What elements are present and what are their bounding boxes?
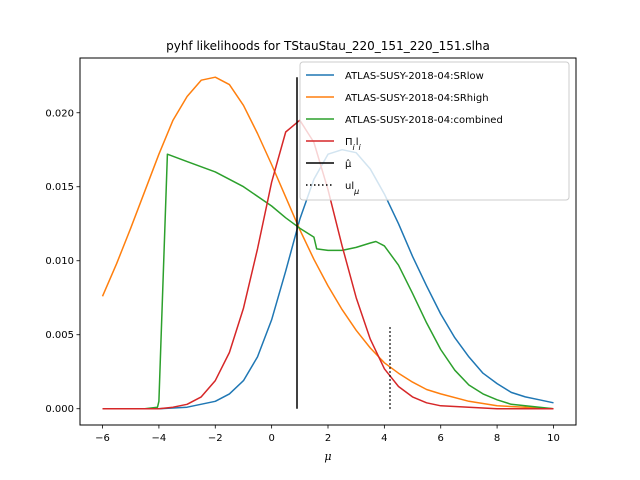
y-tick-label: 0.020: [45, 108, 74, 119]
vline-layer: [296, 77, 391, 409]
legend-label-2: ATLAS-SUSY-2018-04:combined: [345, 115, 503, 126]
legend-label-1: ATLAS-SUSY-2018-04:SRhigh: [345, 93, 489, 104]
x-tick-label: 2: [325, 433, 331, 444]
legend-box: [299, 61, 570, 201]
series-line-2: [102, 153, 554, 410]
legend: ATLAS-SUSY-2018-04:SRlow ATLAS-SUSY-2018-…: [299, 61, 570, 201]
y-tick-label: 0.010: [45, 256, 74, 267]
x-tick-label: −4: [152, 433, 167, 444]
y-tick-label: 0.015: [45, 182, 74, 193]
y-axis: 0.000 0.005 0.010 0.015 0.020: [45, 108, 80, 415]
x-axis: −6 −4 −2 0 2 4 6 8 10: [95, 425, 560, 444]
x-axis-label: μ: [324, 450, 331, 463]
x-tick-label: −2: [208, 433, 223, 444]
y-tick-label: 0.000: [45, 404, 74, 415]
legend-label-4: μ̂: [345, 158, 352, 170]
x-tick-label: 10: [547, 433, 560, 444]
x-tick-label: 4: [381, 433, 387, 444]
series-line-1: [101, 76, 554, 410]
x-tick-label: 6: [438, 433, 444, 444]
legend-label-5: ulμ: [345, 181, 359, 196]
chart-title: pyhf likelihoods for TStauStau_220_151_2…: [166, 39, 490, 53]
x-tick-label: 8: [494, 433, 500, 444]
legend-label-0: ATLAS-SUSY-2018-04:SRlow: [345, 71, 484, 82]
legend-label-3: Πili: [345, 137, 362, 152]
x-tick-label: 0: [268, 433, 274, 444]
y-tick-label: 0.005: [45, 330, 74, 341]
x-tick-label: −6: [95, 433, 110, 444]
